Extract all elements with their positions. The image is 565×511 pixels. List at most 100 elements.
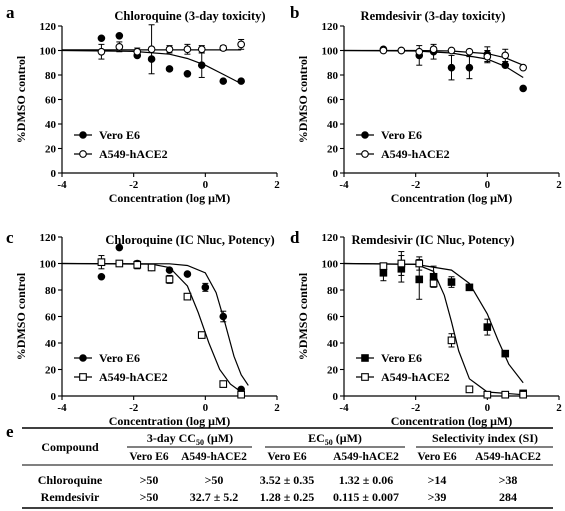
header-subscript: 50 [196,438,204,447]
data-point [466,48,473,55]
row-label: Remdesivir [41,490,100,504]
data-point [220,313,227,320]
legend-label: A549-hACE2 [99,147,168,161]
y-tick-label: 0 [51,168,57,180]
chart-panel-a: aChloroquine (3-day toxicity)02040608010… [6,3,280,205]
panel-letter-c: c [6,228,14,247]
chart-title: Chloroquine (3-day toxicity) [114,9,265,23]
data-point [184,271,191,278]
data-point [98,273,105,280]
data-point [502,52,509,59]
row-label: Chloroquine [38,473,103,487]
y-tick-label: 40 [327,338,339,350]
data-point [466,64,473,71]
data-point [116,44,123,51]
legend-label: Vero E6 [99,128,140,142]
chart-panel-c: cChloroquine (IC Nluc, Potency)020406080… [6,228,280,428]
data-point [448,64,455,71]
data-point [416,48,423,55]
data-point [202,284,209,291]
data-point [184,70,191,77]
data-point [184,46,191,53]
y-tick-label: 40 [45,119,57,131]
data-point [134,48,141,55]
legend-marker [80,151,87,158]
y-tick-label: 60 [45,95,57,107]
y-axis-title: %DMSO control [14,55,28,143]
data-point [116,244,123,251]
data-point [166,46,173,53]
y-tick-label: 60 [45,312,57,324]
table-cell: >14 [428,473,447,487]
legend-label: Vero E6 [381,351,422,365]
chart-title: Remdesivir (3-day toxicity) [361,9,506,23]
table-cell: 0.115 ± 0.007 [333,490,399,504]
data-point [502,350,509,357]
legend-marker [80,132,87,139]
x-tick-label: -2 [411,402,421,414]
y-tick-label: 80 [327,285,339,297]
y-tick-label: 80 [45,285,57,297]
y-tick-label: 60 [327,95,339,107]
column-subheader: Vero E6 [417,451,457,463]
y-axis-title: %DMSO control [14,272,28,360]
column-header-si: Selectivity index (SI) [432,431,538,445]
data-point [148,264,155,271]
panel-letter-a: a [6,3,15,22]
y-tick-label: 120 [322,232,339,244]
y-tick-label: 20 [327,365,339,377]
y-tick-label: 0 [51,391,57,403]
header-text: EC [308,431,325,445]
data-point [380,47,387,54]
data-point [398,47,405,54]
panel-letter-e: e [6,422,14,441]
table-cell: >39 [428,490,447,504]
x-axis-title: Concentration (log μM) [109,191,230,205]
legend-label: A549-hACE2 [99,370,168,384]
data-point [220,45,227,52]
data-point [448,279,455,286]
x-tick-label: 0 [485,179,491,191]
y-tick-label: 100 [40,46,57,58]
data-point [380,269,387,276]
data-point [466,284,473,291]
data-point [184,293,191,300]
y-tick-label: 100 [322,46,339,58]
header-text: (μM) [204,431,233,445]
table-cell: 1.28 ± 0.25 [260,490,315,504]
legend-marker [80,374,87,381]
legend-marker [362,132,369,139]
y-tick-label: 100 [40,259,57,271]
data-point [466,386,473,393]
data-point [98,259,105,266]
y-tick-label: 0 [333,391,339,403]
data-point [238,78,245,85]
legend-label: A549-hACE2 [381,370,450,384]
y-tick-label: 20 [45,365,57,377]
panel-letter-b: b [290,3,299,22]
data-point [166,66,173,73]
x-tick-label: -2 [129,402,139,414]
x-tick-label: -2 [129,179,139,191]
table-cell: 284 [499,490,517,504]
y-tick-label: 40 [45,338,57,350]
data-point [220,381,227,388]
x-tick-label: 0 [485,402,491,414]
x-axis-title: Concentration (log μM) [109,414,230,428]
data-point [502,391,509,398]
y-tick-label: 120 [40,232,57,244]
column-header-compound: Compound [41,440,99,454]
header-text: 3-day CC [147,431,196,445]
data-point [448,337,455,344]
x-axis-title: Concentration (log μM) [391,191,512,205]
legend-label: A549-hACE2 [381,147,450,161]
x-tick-label: 0 [203,179,209,191]
data-point [238,41,245,48]
data-point [484,53,491,60]
chart-panel-b: bRemdesivir (3-day toxicity)020406080100… [290,3,562,205]
table-cell: 3.52 ± 0.35 [260,473,315,487]
chart-panel-d: dRemdesivir (IC Nluc, Potency)0204060801… [290,228,562,428]
y-tick-label: 20 [45,144,57,156]
data-point [98,35,105,42]
